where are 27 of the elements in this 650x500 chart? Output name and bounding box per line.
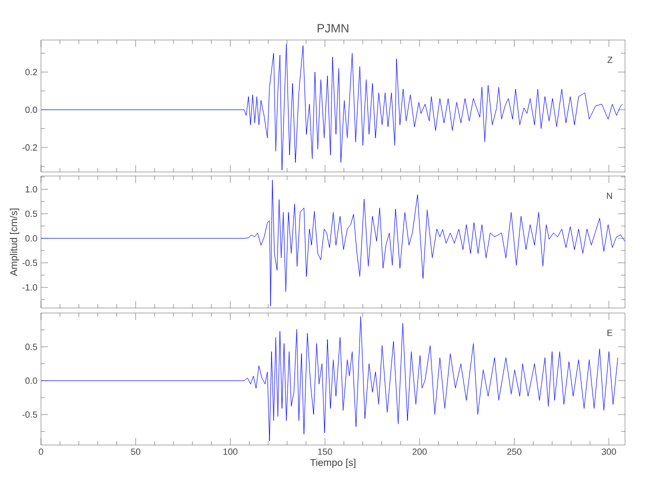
- x-tick-label: 0: [38, 448, 44, 455]
- y-axis-title: Amplitud [cm/s]: [10, 208, 20, 276]
- y-tick-label: -0.5: [22, 411, 38, 418]
- x-tick-label: 100: [224, 448, 238, 455]
- y-tick-label: -1.0: [22, 284, 38, 291]
- line-series: [41, 180, 626, 306]
- x-tick-label: 50: [131, 448, 140, 455]
- line-series: [41, 316, 618, 442]
- y-tick-label: 0.0: [25, 235, 38, 242]
- x-tick-label: 150: [318, 448, 332, 455]
- annotation: Z: [608, 56, 612, 63]
- x-tick-label: 200: [412, 448, 427, 455]
- y-tick-label: -0.2: [22, 144, 38, 151]
- x-tick-label: 250: [507, 448, 522, 455]
- y-tick-label: 0.0: [25, 106, 38, 113]
- x-tick-label: 300: [602, 448, 616, 455]
- y-tick-label: 1.0: [26, 186, 38, 192]
- y-tick-label: -0.5: [22, 260, 38, 266]
- annotation: E: [607, 330, 612, 336]
- line-series: [41, 44, 623, 170]
- annotation: N: [606, 192, 612, 199]
- y-tick-label: 0.0: [25, 378, 38, 384]
- y-tick-label: 0.5: [25, 210, 38, 217]
- x-axis-title: Tiempo [s]: [310, 458, 356, 468]
- chart-title: PJMN: [318, 24, 348, 32]
- y-tick-label: 0.5: [25, 344, 38, 350]
- y-tick-label: 0.2: [25, 68, 38, 76]
